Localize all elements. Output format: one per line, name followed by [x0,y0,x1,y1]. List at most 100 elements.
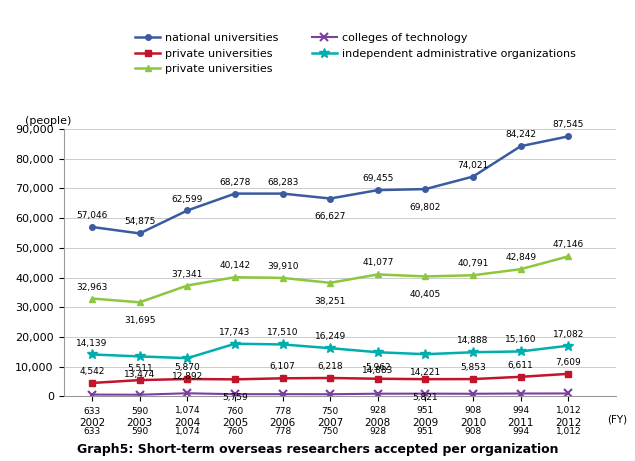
Text: 87,545: 87,545 [552,120,584,130]
Text: 14,221: 14,221 [410,368,441,377]
national universities [326,196,334,201]
colleges of technology [184,390,191,396]
national universities [136,230,144,236]
colleges of technology [326,391,334,397]
private universities [517,374,525,379]
Text: 47,146: 47,146 [552,241,584,249]
Text: 6,218: 6,218 [318,362,343,371]
Text: 62,599: 62,599 [171,195,203,204]
colleges of technology [136,392,144,397]
colleges of technology [88,392,96,397]
Text: (FY): (FY) [607,414,627,425]
Text: 1,012: 1,012 [556,427,581,436]
Text: 1,074: 1,074 [175,406,200,415]
Text: 994: 994 [512,406,529,415]
Text: 5,821: 5,821 [413,393,438,402]
private universities [88,296,96,301]
Line: private universities: private universities [90,371,571,386]
Text: 16,249: 16,249 [314,332,346,341]
private universities [374,376,382,382]
Text: 31,695: 31,695 [124,316,156,325]
Text: 908: 908 [464,406,482,415]
Text: 778: 778 [274,407,291,416]
private universities [136,377,144,383]
independent administrative organizations [88,352,96,357]
independent administrative organizations [565,343,572,349]
national universities [231,191,239,196]
private universities [184,376,191,382]
independent administrative organizations [279,342,286,347]
private universities [184,283,191,288]
Line: national universities: national universities [90,134,571,236]
Text: 590: 590 [131,407,149,416]
Text: 17,510: 17,510 [267,329,298,337]
Text: 12,892: 12,892 [171,372,203,381]
private universities [326,280,334,285]
private universities [88,380,96,386]
Text: 1,012: 1,012 [556,406,581,415]
national universities [184,208,191,213]
Text: 6,611: 6,611 [508,361,533,370]
national universities [469,174,477,179]
Text: 951: 951 [417,406,434,415]
Text: 40,791: 40,791 [457,260,489,268]
independent administrative organizations [517,349,525,354]
national universities [565,134,572,139]
private universities [326,375,334,381]
Text: 69,802: 69,802 [410,203,441,212]
Text: 750: 750 [321,427,339,436]
private universities [279,275,286,281]
Text: 7,609: 7,609 [556,358,581,367]
Text: (people): (people) [25,117,71,126]
Text: 39,910: 39,910 [267,262,298,271]
national universities [88,224,96,230]
Text: 4,542: 4,542 [79,367,105,376]
national universities [422,186,429,192]
colleges of technology [565,390,572,396]
independent administrative organizations [469,349,477,355]
Text: 5,759: 5,759 [222,393,248,402]
Text: 760: 760 [226,427,244,436]
private universities [279,376,286,381]
Text: 750: 750 [321,407,339,416]
private universities [469,376,477,382]
independent administrative organizations [136,354,144,359]
Text: 40,142: 40,142 [219,261,251,270]
Text: 15,160: 15,160 [505,336,537,344]
Text: 928: 928 [370,427,386,436]
Text: 68,283: 68,283 [267,177,298,187]
Text: 994: 994 [512,427,529,436]
Text: 633: 633 [83,407,101,416]
national universities [374,187,382,193]
Text: 908: 908 [464,427,482,436]
Text: 14,139: 14,139 [76,338,108,348]
Text: 5,511: 5,511 [127,364,152,373]
Text: 37,341: 37,341 [171,270,203,278]
Text: 13,474: 13,474 [124,370,156,379]
Text: 17,082: 17,082 [552,330,584,339]
Text: 1,074: 1,074 [175,427,200,436]
Text: 74,021: 74,021 [457,160,489,170]
Text: 14,883: 14,883 [362,366,394,375]
Text: 5,853: 5,853 [460,363,486,372]
independent administrative organizations [374,349,382,355]
colleges of technology [517,391,525,396]
Text: 760: 760 [226,407,244,416]
Text: 928: 928 [370,406,386,415]
Line: private universities: private universities [89,253,572,306]
private universities [565,254,572,259]
Text: 84,242: 84,242 [505,130,536,139]
Text: Graph5: Short-term overseas researchers accepted per organization: Graph5: Short-term overseas researchers … [77,443,558,456]
Text: 14,888: 14,888 [457,336,489,345]
private universities [565,371,572,377]
Text: 54,875: 54,875 [124,218,156,226]
Text: 17,743: 17,743 [219,328,251,337]
private universities [517,266,525,272]
colleges of technology [374,391,382,396]
Text: 66,627: 66,627 [314,213,346,221]
Text: 69,455: 69,455 [362,174,394,183]
colleges of technology [422,391,429,396]
Text: 40,405: 40,405 [410,290,441,299]
Legend: national universities, private universities, private universities, colleges of t: national universities, private universit… [135,33,576,74]
Text: 6,107: 6,107 [270,362,295,372]
